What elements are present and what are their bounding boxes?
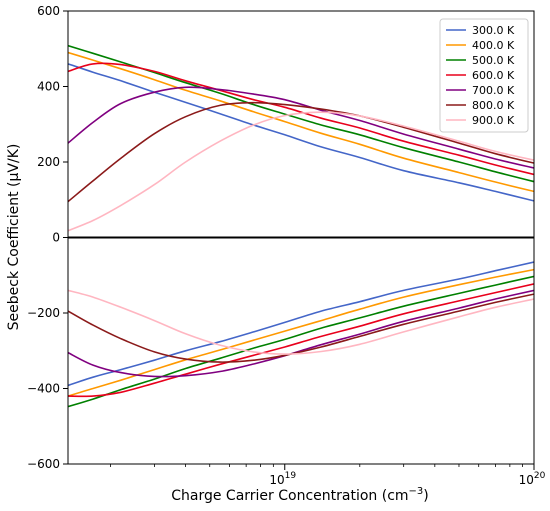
- series-line-pos-5: [68, 101, 534, 203]
- y-tick-label: −400: [27, 382, 60, 396]
- series-line-neg-0: [68, 261, 534, 387]
- legend-label: 600.0 K: [472, 69, 515, 82]
- legend-label: 500.0 K: [472, 54, 515, 67]
- series-line-pos-2: [68, 44, 534, 183]
- y-tick-label: 600: [37, 4, 60, 18]
- series-line-pos-1: [68, 51, 534, 193]
- y-tick-label: 0: [52, 231, 60, 245]
- series-line-neg-5: [68, 293, 534, 363]
- x-tick-label: 1019: [269, 471, 296, 487]
- series-layer: [68, 44, 534, 408]
- series-line-pos-6: [68, 111, 534, 232]
- y-tick-label: 400: [37, 80, 60, 94]
- y-tick-label: −600: [27, 457, 60, 471]
- y-axis: 600 400 200 0 −200 −400 −600: [27, 4, 68, 471]
- x-axis: 1019 1020: [110, 464, 546, 487]
- legend-label: 300.0 K: [472, 24, 515, 37]
- series-line-pos-4: [68, 86, 534, 169]
- y-tick-label: 200: [37, 155, 60, 169]
- y-tick-label: −200: [27, 306, 60, 320]
- y-axis-label: Seebeck Coefficient (μV/K): [6, 144, 22, 331]
- x-tick-label: 1020: [519, 471, 546, 487]
- series-line-neg-3: [68, 283, 534, 398]
- legend-box: [439, 18, 529, 133]
- legend-label: 800.0 K: [472, 99, 515, 112]
- legend-label: 700.0 K: [472, 84, 515, 97]
- series-line-pos-0: [68, 63, 534, 202]
- series-line-neg-4: [68, 289, 534, 378]
- legend-label: 400.0 K: [472, 39, 515, 52]
- series-line-neg-1: [68, 268, 534, 397]
- legend-label: 900.0 K: [472, 114, 515, 127]
- series-line-neg-2: [68, 275, 534, 408]
- series-line-neg-6: [68, 289, 534, 355]
- x-axis-label: Charge Carrier Concentration (cm−3): [171, 486, 429, 504]
- legend: 300.0 K 400.0 K 500.0 K 600.0 K 700.0 K 800.0…: [439, 18, 529, 133]
